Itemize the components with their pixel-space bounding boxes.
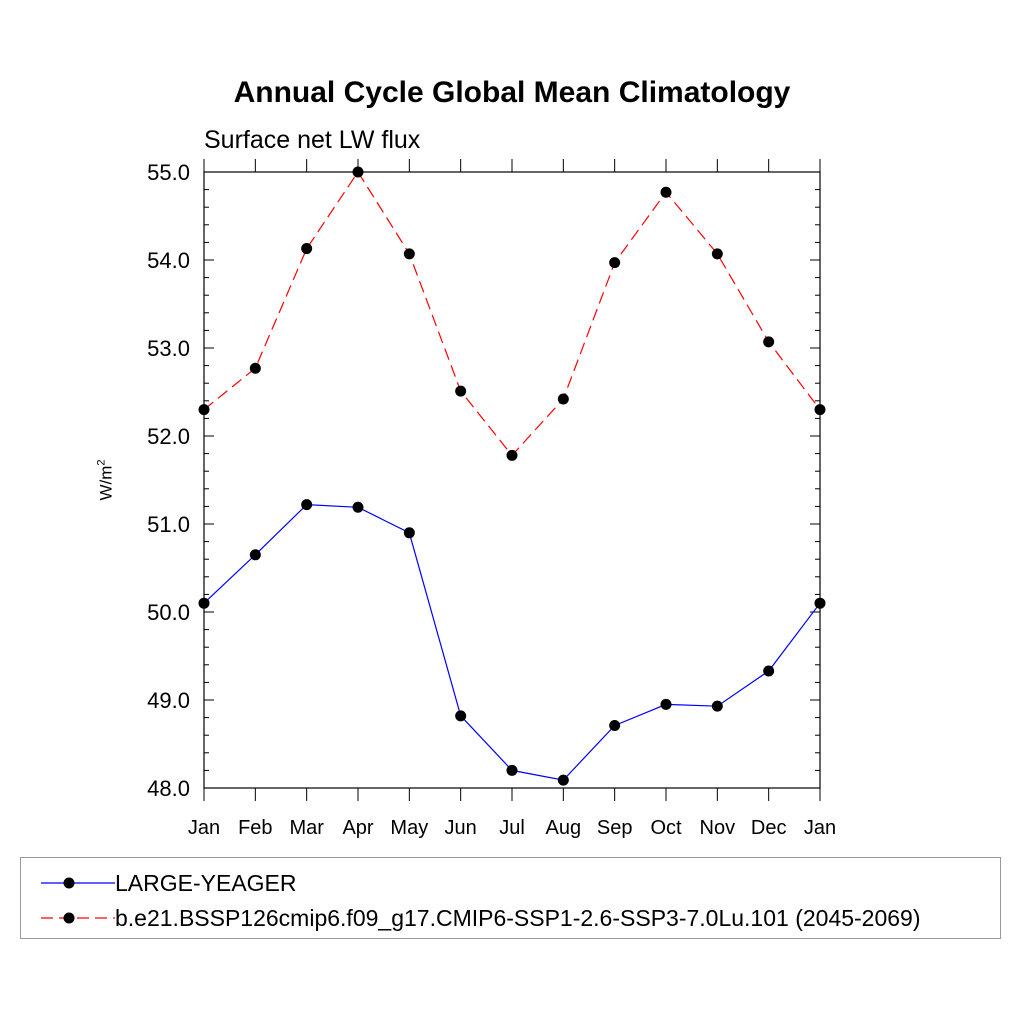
data-point-series-2: [506, 449, 518, 461]
data-point-series-2: [352, 166, 364, 178]
legend-swatch-series-2: [41, 912, 115, 924]
data-point-series-1: [198, 597, 210, 609]
x-tick-label: Oct: [650, 817, 682, 839]
y-tick-label: 52.0: [147, 424, 190, 449]
data-point-series-1: [301, 499, 313, 511]
data-point-series-2: [198, 404, 210, 416]
y-tick-label: 54.0: [147, 248, 190, 273]
x-tick-label: Jul: [499, 817, 525, 839]
x-tick-label: Aug: [546, 817, 582, 839]
y-tick-label: 50.0: [147, 600, 190, 625]
y-tick-label: 51.0: [147, 512, 190, 537]
data-point-series-2: [763, 336, 775, 348]
data-point-series-1: [814, 597, 826, 609]
x-tick-label: Jun: [445, 817, 477, 839]
data-point-series-1: [249, 549, 261, 561]
data-point-series-1: [506, 764, 518, 776]
x-tick-label: Feb: [238, 817, 272, 839]
data-point-series-2: [301, 243, 313, 255]
chart-subtitle: Surface net LW flux: [204, 126, 421, 154]
x-tick-label: Apr: [342, 817, 373, 839]
data-point-series-1: [403, 527, 415, 539]
x-tick-label: Dec: [751, 817, 787, 839]
data-point-series-2: [455, 385, 467, 397]
x-tick-label: Nov: [700, 817, 736, 839]
data-point-series-1: [763, 665, 775, 677]
legend-label-series-1: LARGE-YEAGER: [115, 869, 297, 896]
data-point-series-2: [814, 404, 826, 416]
y-tick-label: 48.0: [147, 776, 190, 801]
data-point-series-1: [711, 700, 723, 712]
legend-item-series-1: LARGE-YEAGER: [21, 868, 297, 898]
legend-label-series-2: b.e21.BSSP126cmip6.f09_g17.CMIP6-SSP1-2.…: [115, 904, 921, 931]
y-tick-label: 53.0: [147, 336, 190, 361]
data-point-series-2: [660, 186, 672, 198]
data-point-series-2: [249, 362, 261, 374]
data-point-series-1: [660, 698, 672, 710]
series-line-2: [203, 170, 821, 457]
legend-swatch-series-1: [41, 877, 115, 889]
legend: LARGE-YEAGER b.e21.BSSP126cmip6.f09_g17.…: [20, 857, 1001, 939]
chart-title: Annual Cycle Global Mean Climatology: [233, 76, 791, 109]
x-tick-label: Sep: [597, 817, 633, 839]
series-line-1: [203, 503, 821, 781]
data-point-series-2: [403, 248, 415, 260]
data-point-series-1: [557, 774, 569, 786]
data-point-series-1: [609, 720, 621, 732]
y-tick-label: 49.0: [147, 688, 190, 713]
x-tick-label: May: [390, 817, 428, 839]
y-tick-label: 55.0: [147, 160, 190, 185]
legend-item-series-2: b.e21.BSSP126cmip6.f09_g17.CMIP6-SSP1-2.…: [21, 903, 921, 933]
data-point-series-2: [557, 393, 569, 405]
data-point-series-1: [352, 501, 364, 513]
data-point-series-2: [609, 257, 621, 269]
data-point-series-2: [711, 248, 723, 260]
x-tick-label: Jan: [804, 817, 836, 839]
plot-frame: [203, 171, 821, 789]
data-point-series-1: [455, 710, 467, 722]
x-tick-label: Mar: [289, 817, 324, 839]
y-axis-label: W/m2: [95, 459, 116, 501]
x-tick-label: Jan: [188, 817, 220, 839]
